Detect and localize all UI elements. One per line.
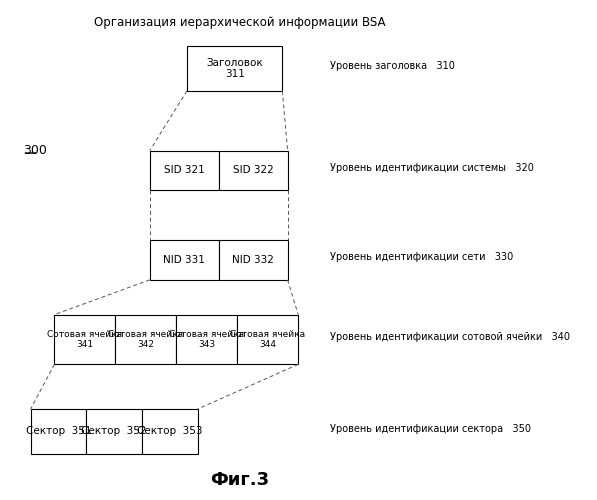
FancyBboxPatch shape: [30, 409, 86, 454]
FancyBboxPatch shape: [115, 314, 176, 364]
FancyBboxPatch shape: [187, 46, 282, 91]
FancyBboxPatch shape: [219, 240, 288, 280]
FancyBboxPatch shape: [54, 314, 115, 364]
FancyBboxPatch shape: [150, 240, 219, 280]
Text: Заголовок
311: Заголовок 311: [206, 58, 263, 80]
Text: Уровень заголовка   310: Уровень заголовка 310: [330, 61, 455, 71]
Text: Уровень идентификации сотовой ячейки   340: Уровень идентификации сотовой ячейки 340: [330, 332, 570, 342]
FancyBboxPatch shape: [237, 314, 298, 364]
Text: SID 321: SID 321: [164, 166, 205, 175]
Text: Сотовая ячейка
343: Сотовая ячейка 343: [169, 330, 244, 349]
FancyBboxPatch shape: [86, 409, 142, 454]
Text: NID 331: NID 331: [164, 255, 205, 265]
Text: Сектор  352: Сектор 352: [81, 426, 147, 436]
Text: Сектор  351: Сектор 351: [26, 426, 91, 436]
Text: Уровень идентификации системы   320: Уровень идентификации системы 320: [330, 163, 534, 173]
Text: 300: 300: [23, 144, 47, 157]
Text: Сектор  353: Сектор 353: [137, 426, 202, 436]
Text: Сотовая ячейка
341: Сотовая ячейка 341: [47, 330, 122, 349]
Text: Сотовая ячейка
344: Сотовая ячейка 344: [230, 330, 305, 349]
FancyBboxPatch shape: [142, 409, 198, 454]
Text: Сотовая ячейка
342: Сотовая ячейка 342: [108, 330, 183, 349]
Text: Уровень идентификации сектора   350: Уровень идентификации сектора 350: [330, 424, 531, 434]
Text: Уровень идентификации сети   330: Уровень идентификации сети 330: [330, 252, 513, 262]
Text: Организация иерархической информации BSA: Организация иерархической информации BSA: [94, 16, 386, 30]
FancyBboxPatch shape: [176, 314, 237, 364]
Text: NID 332: NID 332: [232, 255, 274, 265]
Text: Фиг.3: Фиг.3: [210, 470, 269, 488]
Text: SID 322: SID 322: [233, 166, 273, 175]
FancyBboxPatch shape: [219, 150, 288, 190]
FancyBboxPatch shape: [150, 150, 219, 190]
